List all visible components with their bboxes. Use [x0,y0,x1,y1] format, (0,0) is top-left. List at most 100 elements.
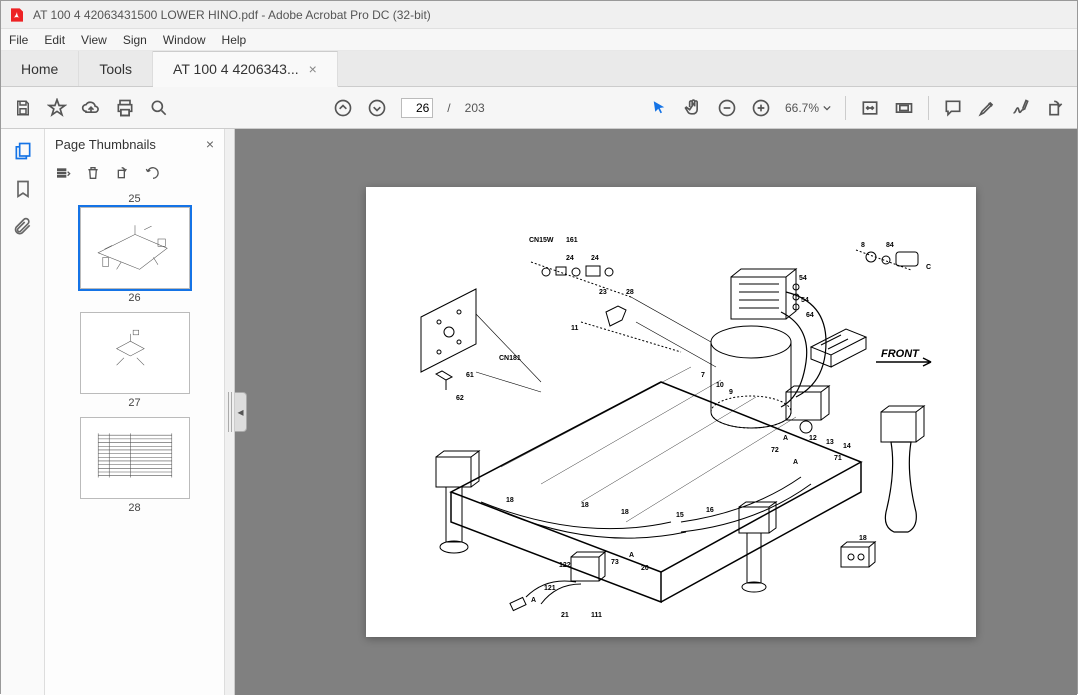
fit-page-icon[interactable] [894,98,914,118]
svg-text:72: 72 [771,447,779,454]
svg-text:14: 14 [843,443,851,450]
svg-text:7: 7 [701,372,705,379]
rotate-icon[interactable] [1045,98,1065,118]
collapse-panel-icon[interactable]: ◂ [235,392,247,432]
title-bar: AT 100 4 42063431500 LOWER HINO.pdf - Ad… [1,1,1077,29]
window-title: AT 100 4 42063431500 LOWER HINO.pdf - Ad… [33,8,431,22]
sign-icon[interactable] [1011,98,1031,118]
save-icon[interactable] [13,98,33,118]
tab-tools[interactable]: Tools [79,51,153,86]
svg-text:121: 121 [544,585,556,592]
bookmark-rail-icon[interactable] [13,179,33,199]
cloud-upload-icon[interactable] [81,98,101,118]
thumb-undo-icon[interactable] [145,165,161,184]
attachment-rail-icon[interactable] [13,217,33,237]
tab-home[interactable]: Home [1,51,79,86]
svg-text:10: 10 [716,382,724,389]
fit-width-icon[interactable] [860,98,880,118]
svg-text:161: 161 [566,237,578,244]
thumbnails-list[interactable]: 25 26 27 28 [45,189,224,695]
document-viewer[interactable]: ◂ [235,129,1077,695]
thumbnail-26[interactable] [80,207,190,289]
menu-help[interactable]: Help [222,33,247,47]
svg-text:21: 21 [561,612,569,619]
svg-text:71: 71 [834,455,842,462]
comment-icon[interactable] [943,98,963,118]
page-separator: / [447,101,450,115]
svg-text:8: 8 [861,242,865,249]
svg-text:FRONT: FRONT [881,348,920,360]
svg-text:13: 13 [826,439,834,446]
page-total: 203 [465,101,485,115]
print-icon[interactable] [115,98,135,118]
menu-window[interactable]: Window [163,33,206,47]
svg-text:A: A [629,552,634,559]
acrobat-logo-icon [9,7,25,23]
svg-text:18: 18 [581,502,589,509]
tab-document[interactable]: AT 100 4 4206343... × [153,51,338,87]
thumb-label: 25 [45,193,224,205]
svg-text:54: 54 [801,297,809,304]
svg-text:20: 20 [641,565,649,572]
svg-text:62: 62 [456,395,464,402]
thumbnails-rail-icon[interactable] [13,141,33,161]
technical-diagram: CN15W 161 24 24 54 8 84 C 23 28 54 64 11… [381,202,961,622]
menu-view[interactable]: View [81,33,107,47]
svg-text:A: A [783,435,788,442]
svg-text:16: 16 [706,507,714,514]
svg-text:C: C [926,264,931,271]
zoom-out-icon[interactable] [717,98,737,118]
page-down-icon[interactable] [367,98,387,118]
svg-text:23: 23 [599,289,607,296]
svg-text:9: 9 [729,389,733,396]
hand-icon[interactable] [683,98,703,118]
svg-text:24: 24 [566,255,574,262]
thumbnail-27[interactable] [80,312,190,394]
svg-text:73: 73 [611,559,619,566]
thumbnails-panel: Page Thumbnails × 25 26 27 [45,129,225,695]
thumb-label: 28 [128,502,140,514]
pointer-icon[interactable] [649,98,669,118]
main-area: Page Thumbnails × 25 26 27 [1,129,1077,695]
menu-edit[interactable]: Edit [44,33,65,47]
thumb-rotate-icon[interactable] [115,165,131,184]
menu-sign[interactable]: Sign [123,33,147,47]
svg-text:54: 54 [799,275,807,282]
svg-text:A: A [793,459,798,466]
pdf-page: CN15W 161 24 24 54 8 84 C 23 28 54 64 11… [366,187,976,637]
svg-text:A: A [531,597,536,604]
nav-rail [1,129,45,695]
svg-text:18: 18 [506,497,514,504]
close-tab-icon[interactable]: × [309,61,317,77]
thumb-options-icon[interactable] [55,165,71,184]
zoom-in-icon[interactable] [751,98,771,118]
svg-text:24: 24 [591,255,599,262]
svg-text:CN15W: CN15W [529,237,554,244]
svg-text:CN181: CN181 [499,355,521,362]
panel-resize-handle[interactable] [225,129,235,695]
svg-text:111: 111 [591,612,602,619]
svg-text:18: 18 [621,509,629,516]
zoom-dropdown[interactable]: 66.7% [785,101,831,115]
page-up-icon[interactable] [333,98,353,118]
svg-text:15: 15 [676,512,684,519]
page-number-input[interactable] [401,98,433,118]
thumbnails-tools [45,159,224,189]
svg-text:61: 61 [466,372,474,379]
search-icon[interactable] [149,98,169,118]
thumbnail-28[interactable] [80,417,190,499]
thumb-delete-icon[interactable] [85,165,101,184]
menu-bar: File Edit View Sign Window Help [1,29,1077,51]
svg-text:18: 18 [859,535,867,542]
svg-text:64: 64 [806,312,814,319]
menu-file[interactable]: File [9,33,28,47]
close-panel-icon[interactable]: × [206,136,214,152]
svg-text:12: 12 [809,435,817,442]
highlight-icon[interactable] [977,98,997,118]
thumbnails-title: Page Thumbnails [55,137,156,152]
svg-text:122: 122 [559,562,571,569]
thumbnails-header: Page Thumbnails × [45,129,224,159]
thumb-label: 26 [128,292,140,304]
star-icon[interactable] [47,98,67,118]
toolbar: / 203 66.7% [1,87,1077,129]
